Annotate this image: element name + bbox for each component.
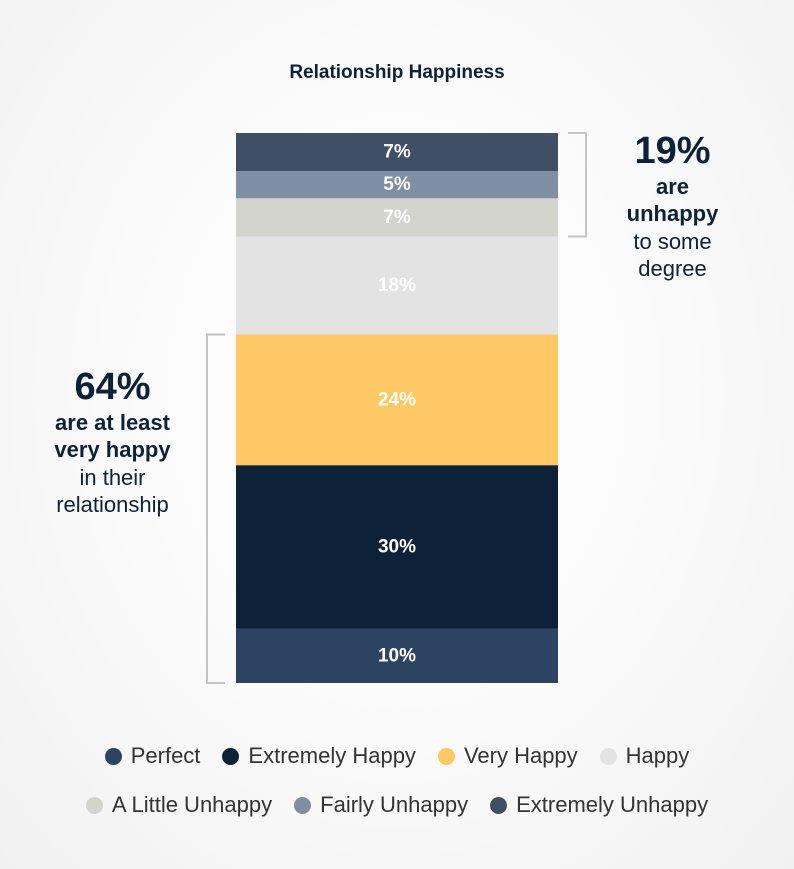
legend-item-fairly-unhappy: Fairly Unhappy <box>294 792 468 818</box>
unhappy-line1: are <box>655 173 690 199</box>
legend-item-a-little-unhappy: A Little Unhappy <box>85 792 273 818</box>
unhappy-line2: unhappy <box>626 201 719 227</box>
bar-segment-extremely-unhappy <box>236 133 558 172</box>
data-label-happy: 18% <box>378 275 416 296</box>
legend-row-2: A Little Unhappy Fairly Unhappy Extremely … <box>0 792 794 818</box>
chart-title: Relationship Happiness <box>289 62 505 83</box>
unhappy-line3: to some <box>633 228 712 254</box>
legend-item-very-happy: Very Happy <box>437 743 578 769</box>
legend-item-perfect: Perfect <box>104 743 201 769</box>
bar-segment-perfect <box>236 628 558 683</box>
data-label-extremely-happy: 30% <box>378 536 416 557</box>
happy-line4: relationship <box>56 492 169 518</box>
bar-segment-very-happy <box>236 334 558 466</box>
legend-label-very-happy: Very Happy <box>463 743 578 768</box>
data-label-fairly-unhappy: 5% <box>383 174 411 195</box>
data-label-perfect: 10% <box>378 645 416 666</box>
legend-swatch-extremely-happy <box>222 747 240 765</box>
legend-label-a-little-unhappy: A Little Unhappy <box>111 792 273 817</box>
legend-swatch-happy <box>599 747 617 765</box>
happy-bracket <box>206 333 225 684</box>
data-label-very-happy: 24% <box>378 389 416 410</box>
happy-callout: 64% are at least very happy in their rel… <box>30 366 195 519</box>
legend-swatch-perfect <box>104 747 122 765</box>
legend-swatch-extremely-unhappy <box>490 796 508 814</box>
happy-line3: in their <box>79 464 146 490</box>
legend-item-extremely-happy: Extremely Happy <box>222 743 416 769</box>
data-label-extremely-unhappy: 7% <box>383 142 411 163</box>
legend-swatch-a-little-unhappy <box>85 796 103 814</box>
legend-label-perfect: Perfect <box>130 743 201 768</box>
legend-label-extremely-unhappy: Extremely Unhappy <box>516 792 709 817</box>
bar-segment-a-little-unhappy <box>236 198 558 237</box>
legend-label-fairly-unhappy: Fairly Unhappy <box>320 792 469 817</box>
data-label-a-little-unhappy: 7% <box>383 207 411 228</box>
legend-label-extremely-happy: Extremely Happy <box>248 743 416 768</box>
legend-item-happy: Happy <box>599 743 690 769</box>
happy-percent: 64% <box>74 366 151 408</box>
legend-swatch-very-happy <box>437 747 455 765</box>
unhappy-line4: degree <box>638 256 707 282</box>
bar-segment-happy <box>236 236 558 335</box>
happy-line1: are at least <box>55 409 170 435</box>
unhappy-bracket <box>568 132 587 238</box>
bar-segment-fairly-unhappy <box>236 171 558 199</box>
legend-swatch-fairly-unhappy <box>294 796 312 814</box>
happy-line2: very happy <box>54 437 171 463</box>
unhappy-callout: 19% are unhappy to some degree <box>600 130 745 283</box>
legend-item-extremely-unhappy: Extremely Unhappy <box>490 792 708 818</box>
legend-row-1: Perfect Extremely Happy Very Happy Happy <box>0 743 794 769</box>
unhappy-percent: 19% <box>634 130 711 172</box>
legend-label-happy: Happy <box>625 743 690 768</box>
bar-segment-extremely-happy <box>236 465 558 629</box>
